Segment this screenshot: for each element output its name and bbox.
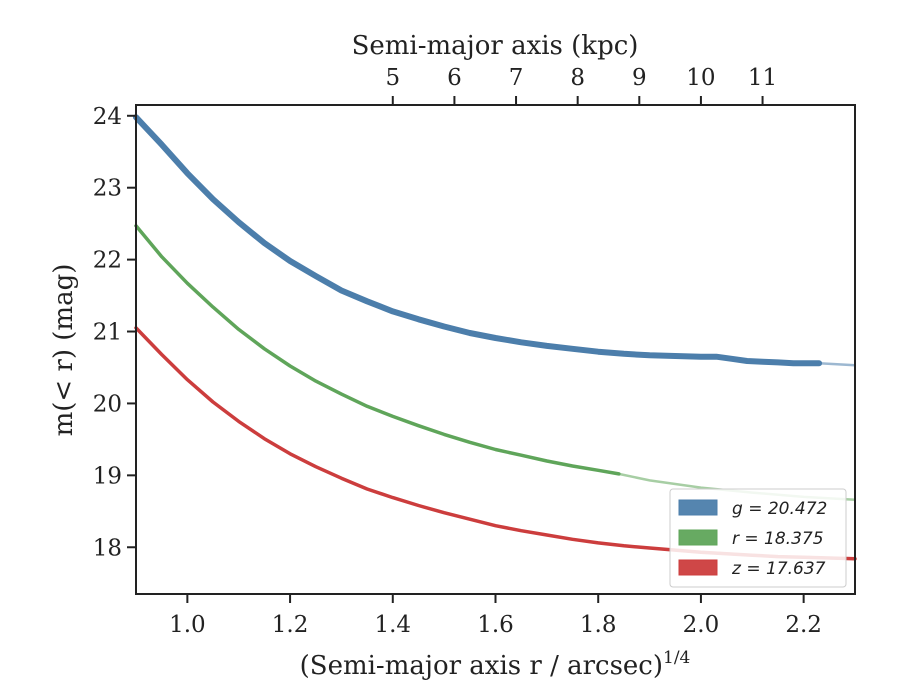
legend-label-z: z = 17.637 (731, 559, 826, 579)
y-tick-label: 19 (93, 463, 122, 489)
x-tick-label: 1.6 (477, 612, 514, 638)
series-g-extrapolation (819, 361, 856, 367)
top-x-tick-label: 5 (385, 65, 400, 91)
y-tick-label: 20 (93, 391, 122, 417)
y-tick-label: 21 (93, 320, 122, 346)
series-g-line (133, 114, 823, 367)
x-axis-label-sup: 1/4 (663, 648, 690, 668)
legend-label-r: r = 18.375 (732, 529, 824, 549)
y-tick-label: 23 (93, 176, 122, 202)
top-x-tick-label: 6 (447, 65, 462, 91)
legend-label-g: g = 20.472 (732, 499, 827, 519)
ticks-layer: 1.0 1.2 1.4 1.6 1.8 2.0 2.2 18 19 20 21 22 23 24 5 6 7 8 9… (93, 65, 822, 638)
x-axis-label: (Semi-major axis r / arcsec)1/4 (300, 648, 691, 681)
legend-swatch-g (678, 499, 718, 516)
y-axis-label: m(< r) (mag) (49, 264, 79, 437)
top-x-tick-label: 9 (632, 65, 647, 91)
y-tick-label: 22 (93, 248, 122, 274)
legend-swatch-z (678, 559, 718, 576)
top-axis-label: Semi-major axis (kpc) (352, 31, 639, 61)
top-x-tick-label: 7 (509, 65, 524, 91)
top-x-tick-label: 10 (686, 65, 715, 91)
top-x-tick-label: 8 (570, 65, 585, 91)
x-tick-label: 2.0 (683, 612, 720, 638)
top-x-tick-label: 11 (748, 65, 777, 91)
legend: g = 20.472 r = 18.375 z = 17.637 (669, 488, 847, 588)
x-tick-label: 1.4 (374, 612, 411, 638)
x-tick-label: 1.8 (580, 612, 617, 638)
y-tick-label: 18 (93, 535, 122, 561)
y-tick-label: 24 (93, 104, 122, 130)
x-tick-label: 2.2 (785, 612, 822, 638)
series-r-line (134, 224, 621, 476)
x-tick-label: 1.2 (272, 612, 309, 638)
legend-swatch-r (678, 529, 718, 546)
x-axis-label-main: (Semi-major axis r / arcsec) (300, 651, 663, 681)
x-tick-label: 1.0 (169, 612, 206, 638)
